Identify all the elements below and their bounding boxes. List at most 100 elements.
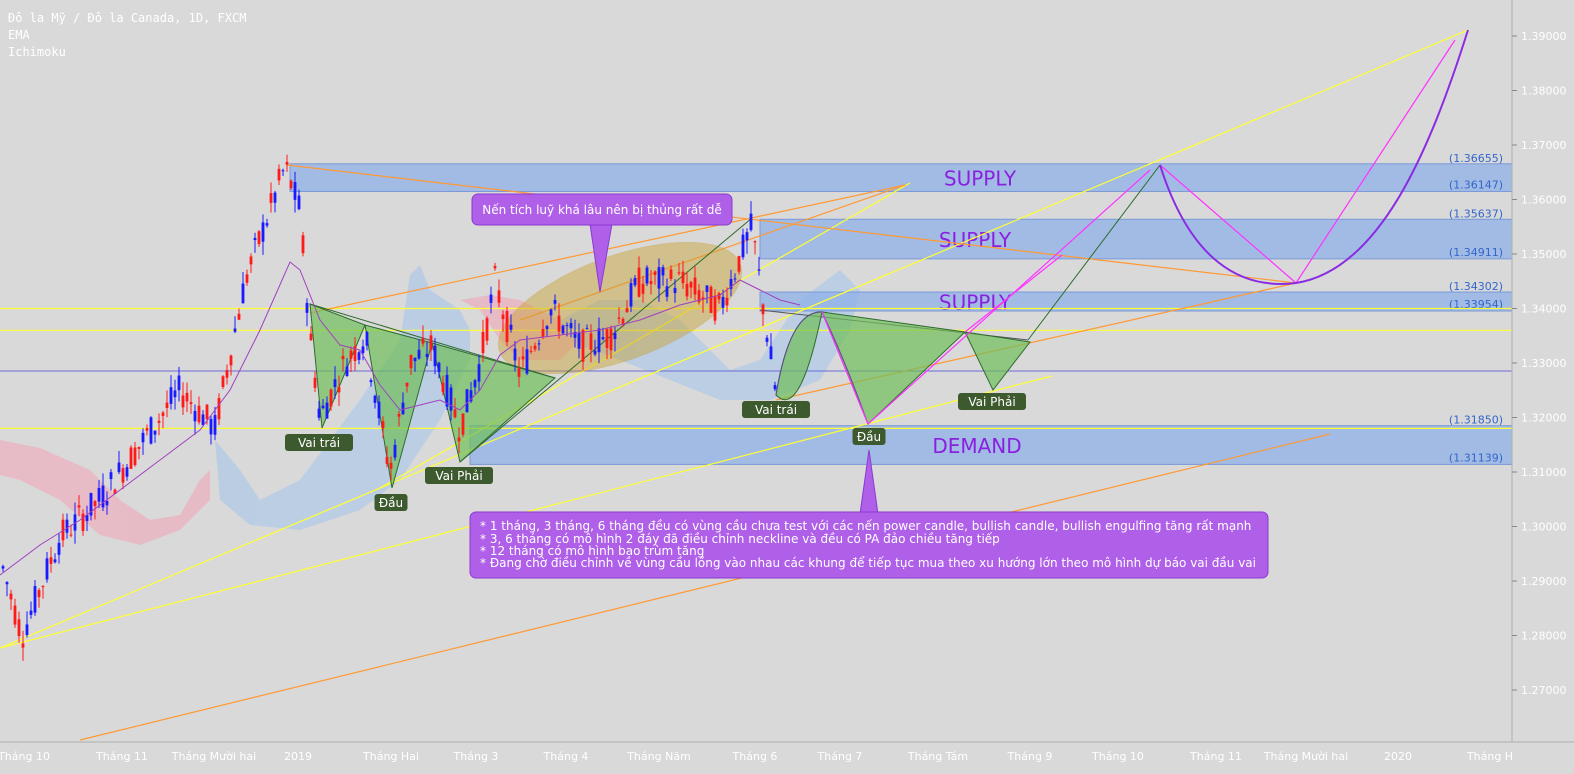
candle-body-96 <box>385 456 389 464</box>
candle-body-160 <box>641 283 645 294</box>
zone-label-0: SUPPLY <box>944 167 1017 191</box>
candle-body-62 <box>249 256 253 265</box>
candle-body-34 <box>137 446 141 449</box>
candle-body-23 <box>93 501 97 506</box>
candle-body-26 <box>105 501 109 506</box>
candle-body-12 <box>49 557 53 564</box>
zone-bottom-value-3: (1.31139) <box>1449 451 1503 464</box>
y-tick-label-0: 1.39000 <box>1521 30 1567 43</box>
candle-body-86 <box>345 366 349 376</box>
candle-body-100 <box>401 402 405 415</box>
candle-body-38 <box>153 430 157 435</box>
candle-body-164 <box>657 267 661 289</box>
candle-body-193 <box>773 385 777 390</box>
candle-body-147 <box>589 333 593 350</box>
candle-body-43 <box>173 390 177 398</box>
candle-body-153 <box>613 332 617 340</box>
y-tick-label-1: 1.38000 <box>1521 85 1567 98</box>
pattern-label-bg-3 <box>742 401 810 418</box>
candle-body-165 <box>661 267 665 276</box>
candle-body-183 <box>733 278 737 280</box>
candle-body-87 <box>349 350 353 360</box>
candle-body-11 <box>45 558 49 580</box>
candle-body-152 <box>609 328 613 351</box>
candle-body-51 <box>205 404 209 420</box>
candle-body-84 <box>337 386 341 393</box>
candle-body-76 <box>305 302 309 313</box>
candle-body-177 <box>709 286 713 313</box>
candle-body-127 <box>509 324 513 330</box>
x-tick-label-9: Tháng 7 <box>817 750 863 763</box>
candle-body-180 <box>721 296 725 308</box>
candle-body-108 <box>433 345 437 367</box>
candle-body-42 <box>169 387 173 404</box>
candle-body-68 <box>273 192 277 203</box>
candle-body-73 <box>293 182 297 200</box>
candle-body-46 <box>185 392 189 402</box>
x-tick-label-1: Tháng 11 <box>95 750 148 763</box>
zone-top-value-3: (1.31850) <box>1449 414 1503 427</box>
candle-body-146 <box>585 328 589 330</box>
candle-body-65 <box>261 222 265 242</box>
candle-body-157 <box>629 283 633 307</box>
candle-body-5 <box>21 643 25 648</box>
pattern-label-4: Đầu <box>857 430 881 444</box>
candle-body-10 <box>41 586 45 588</box>
candle-body-192 <box>769 346 773 360</box>
zone-label-3: DEMAND <box>932 434 1021 458</box>
y-tick-label-10: 1.29000 <box>1521 575 1567 588</box>
candle-body-159 <box>637 267 641 297</box>
candle-body-187 <box>749 213 753 231</box>
zone-rect-3 <box>469 425 1513 465</box>
candle-body-2 <box>9 593 13 600</box>
candle-body-30 <box>121 468 125 483</box>
candle-body-85 <box>341 355 345 360</box>
candle-body-156 <box>625 308 629 313</box>
candle-body-78 <box>313 377 317 388</box>
candle-body-58 <box>233 328 237 332</box>
candle-body-64 <box>257 231 261 245</box>
candle-body-189 <box>757 269 761 271</box>
candle-body-113 <box>453 409 457 418</box>
candle-body-63 <box>253 237 257 240</box>
candle-body-8 <box>33 586 37 613</box>
y-tick-label-6: 1.33000 <box>1521 357 1567 370</box>
candle-body-126 <box>505 311 509 343</box>
candle-body-178 <box>713 295 717 321</box>
candle-body-27 <box>109 472 113 480</box>
candle-body-61 <box>245 274 249 283</box>
candle-body-81 <box>325 402 329 419</box>
x-tick-label-14: Tháng Mười hai <box>1263 750 1348 763</box>
candle-body-66 <box>265 223 269 226</box>
candle-body-109 <box>437 362 441 373</box>
x-tick-label-2: Tháng Mười hai <box>171 750 256 763</box>
candle-body-171 <box>685 283 689 297</box>
candle-body-48 <box>193 410 197 422</box>
candle-body-148 <box>593 350 597 355</box>
candle-body-89 <box>357 352 361 360</box>
pattern-label-2: Vai Phải <box>435 469 482 483</box>
candle-body-70 <box>281 170 285 172</box>
candle-body-170 <box>681 271 685 284</box>
pattern-label-1: Đầu <box>379 496 403 510</box>
candle-body-137 <box>549 309 553 316</box>
candle-body-151 <box>605 329 609 348</box>
candle-body-161 <box>645 267 649 284</box>
pattern-label-bg-4 <box>852 428 886 445</box>
candle-body-138 <box>553 300 557 304</box>
candle-body-118 <box>473 380 477 388</box>
x-tick-label-4: Tháng Hai <box>362 750 419 763</box>
candle-body-101 <box>405 382 409 387</box>
candle-body-47 <box>189 402 193 405</box>
candle-body-140 <box>561 325 565 334</box>
candle-body-120 <box>481 331 485 354</box>
candle-body-0 <box>1 566 5 569</box>
candle-body-83 <box>333 379 337 388</box>
ema-line <box>0 261 801 576</box>
candle-body-54 <box>217 397 221 420</box>
pattern-label-bg-2 <box>425 467 493 484</box>
candle-body-134 <box>537 343 541 345</box>
candle-body-36 <box>145 428 149 431</box>
